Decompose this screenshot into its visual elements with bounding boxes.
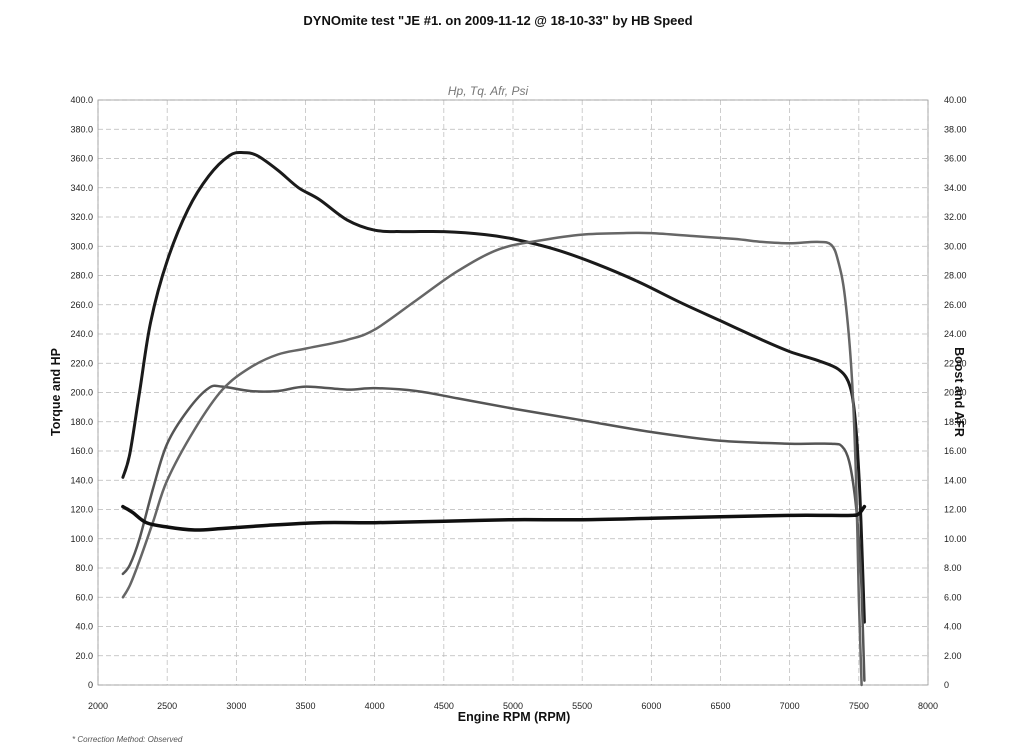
chart-title: DYNOmite test "JE #1. on 2009-11-12 @ 18… <box>303 13 692 28</box>
y-tick-label: 100.0 <box>70 534 93 544</box>
x-tick-label: 2500 <box>157 701 177 711</box>
y2-tick-label: 36.00 <box>944 154 967 164</box>
y-tick-label: 140.0 <box>70 475 93 485</box>
y2-tick-label: 20.00 <box>944 388 967 398</box>
y2-tick-label: 6.00 <box>944 592 962 602</box>
y-tick-label: 0 <box>88 680 93 690</box>
x-tick-label: 3000 <box>226 701 246 711</box>
y-tick-label: 300.0 <box>70 241 93 251</box>
y-axis-label: Torque and HP <box>49 348 63 436</box>
x-tick-label: 4000 <box>365 701 385 711</box>
y-axis-ticks: 0 20.0 40.0 60.0 80.0 100.0 120.0 140.0 160.0 180… <box>70 95 93 690</box>
y2-tick-label: 2.00 <box>944 651 962 661</box>
x-tick-label: 3500 <box>295 701 315 711</box>
y-tick-label: 380.0 <box>70 124 93 134</box>
x-tick-label: 8000 <box>918 701 938 711</box>
y2-tick-label: 16.00 <box>944 446 967 456</box>
y2-tick-label: 18.00 <box>944 417 967 427</box>
y2-tick-label: 0 <box>944 680 949 690</box>
y-tick-label: 200.0 <box>70 388 93 398</box>
x-tick-label: 5500 <box>572 701 592 711</box>
y2-tick-label: 26.00 <box>944 300 967 310</box>
x-axis-ticks: 2000 2500 3000 3500 4000 4500 5000 5500 6000 6500… <box>88 701 938 711</box>
y-tick-label: 40.0 <box>75 622 93 632</box>
y-tick-label: 320.0 <box>70 212 93 222</box>
y-tick-label: 280.0 <box>70 271 93 281</box>
y-tick-label: 20.0 <box>75 651 93 661</box>
y2-tick-label: 8.00 <box>944 563 962 573</box>
x-tick-label: 6000 <box>641 701 661 711</box>
y-tick-label: 360.0 <box>70 154 93 164</box>
y2-tick-label: 24.00 <box>944 329 967 339</box>
y2-tick-label: 22.00 <box>944 358 967 368</box>
y-tick-label: 60.0 <box>75 592 93 602</box>
series-line-4 <box>121 504 867 532</box>
y-tick-label: 80.0 <box>75 563 93 573</box>
y2-tick-label: 38.00 <box>944 124 967 134</box>
x-tick-label: 6500 <box>710 701 730 711</box>
y2-axis-ticks: 0 2.00 4.00 6.00 8.00 10.00 12.00 14.00 16.00 18.… <box>944 95 967 690</box>
x-tick-label: 7000 <box>780 701 800 711</box>
y2-axis-label: Boost and AFR <box>952 347 966 437</box>
plot-frame <box>97 99 929 686</box>
series-line-1 <box>121 151 866 624</box>
y-tick-label: 260.0 <box>70 300 93 310</box>
x-tick-label: 5000 <box>503 701 523 711</box>
y2-tick-label: 34.00 <box>944 183 967 193</box>
y-tick-label: 180.0 <box>70 417 93 427</box>
y2-tick-label: 32.00 <box>944 212 967 222</box>
x-tick-label: 7500 <box>849 701 869 711</box>
y-tick-label: 340.0 <box>70 183 93 193</box>
y2-tick-label: 10.00 <box>944 534 967 544</box>
y-tick-label: 240.0 <box>70 329 93 339</box>
grid-lines <box>97 99 929 686</box>
y2-tick-label: 30.00 <box>944 241 967 251</box>
series-line-2 <box>121 384 866 682</box>
y-tick-label: 120.0 <box>70 505 93 515</box>
x-tick-label: 2000 <box>88 701 108 711</box>
x-tick-label: 4500 <box>434 701 454 711</box>
y2-tick-label: 40.00 <box>944 95 967 105</box>
chart-subtitle: Hp, Tq. Afr, Psi <box>448 84 529 98</box>
series-line-3 <box>121 231 863 687</box>
y-tick-label: 400.0 <box>70 95 93 105</box>
y-tick-label: 220.0 <box>70 358 93 368</box>
y2-tick-label: 12.00 <box>944 505 967 515</box>
correction-note: * Correction Method: Observed <box>72 735 183 743</box>
y-tick-label: 160.0 <box>70 446 93 456</box>
series-lines <box>121 151 867 687</box>
y2-tick-label: 14.00 <box>944 475 967 485</box>
y2-tick-label: 4.00 <box>944 622 962 632</box>
y2-tick-label: 28.00 <box>944 271 967 281</box>
x-axis-label: Engine RPM (RPM) <box>458 710 571 724</box>
